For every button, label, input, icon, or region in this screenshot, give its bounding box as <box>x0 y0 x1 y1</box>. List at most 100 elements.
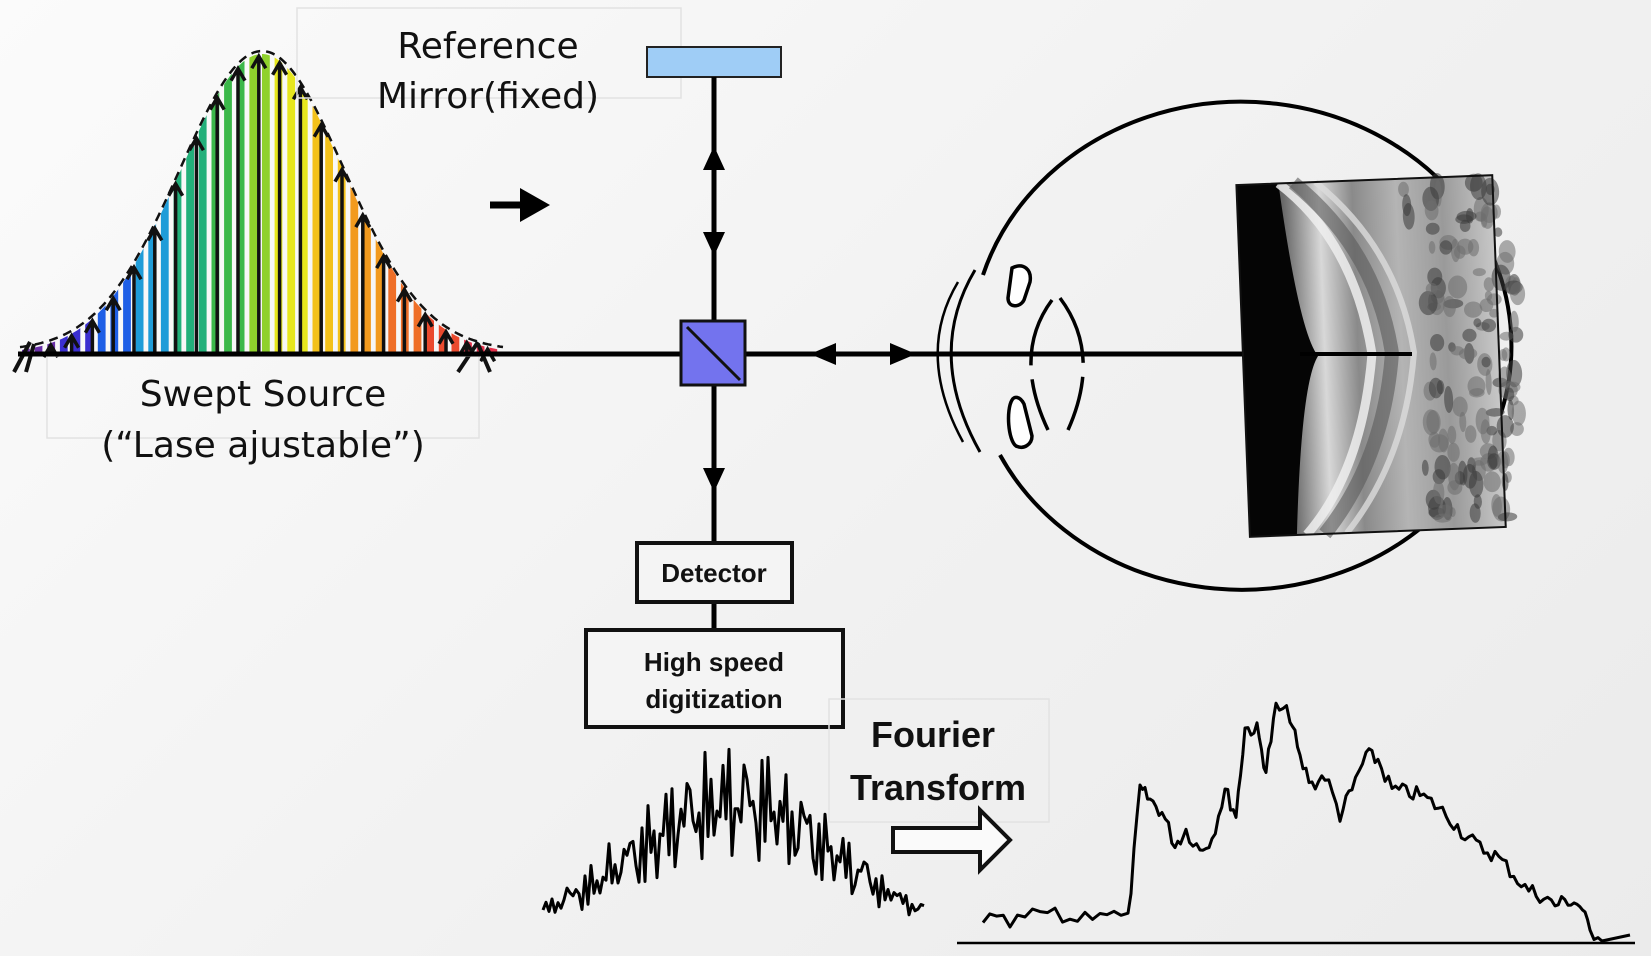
digitization-line1: High speed <box>644 647 784 677</box>
spectrum-arrow <box>187 134 205 354</box>
scan-texture-speck <box>1439 240 1453 255</box>
spectrum-band <box>299 54 308 354</box>
spectrum-edge-mark <box>456 340 492 374</box>
spectrum-arrow <box>167 180 185 354</box>
scan-texture-speck <box>1447 275 1468 299</box>
scan-texture-speck <box>1467 376 1486 397</box>
spectrum-band <box>325 54 333 354</box>
spectrum-arrow <box>416 311 434 354</box>
scan-texture-speck <box>1443 295 1456 318</box>
oct-retina-scan <box>1235 172 1526 539</box>
scan-texture-speck <box>1511 400 1526 426</box>
scan-texture-speck <box>1428 240 1436 254</box>
detector-box: Detector <box>635 541 794 604</box>
scan-texture-speck <box>1426 410 1441 434</box>
scan-texture-speck <box>1467 238 1480 257</box>
spectrum-arrow <box>395 286 413 354</box>
spectrum-band <box>236 54 245 354</box>
spectrum-arrow <box>375 252 393 354</box>
spectrum-band <box>262 54 270 354</box>
right-arrow-icon <box>490 188 550 222</box>
scan-texture-speck <box>1459 411 1467 433</box>
scan-texture-speck <box>1473 318 1482 328</box>
scan-texture-speck <box>1421 459 1429 476</box>
scan-texture-speck <box>1474 211 1486 222</box>
scan-texture-speck <box>1452 396 1468 417</box>
scan-texture-speck <box>1485 369 1492 395</box>
reference-subtitle: Mirror(fixed) <box>377 76 599 117</box>
scan-texture-speck <box>1481 356 1491 368</box>
spectrum-band <box>249 54 258 354</box>
scan-texture-speck <box>1427 267 1443 286</box>
reference-mirror <box>646 46 782 78</box>
spectrum-band <box>135 54 144 354</box>
scan-texture-speck <box>1458 460 1468 486</box>
scan-texture-speck <box>1481 318 1497 333</box>
spectrum-arrow <box>208 94 226 354</box>
scan-texture-speck <box>1463 301 1483 318</box>
spectrum-arrow <box>125 263 143 354</box>
spectrum-band <box>72 54 81 354</box>
scan-texture-speck <box>1473 494 1482 509</box>
spectrum-band <box>312 54 321 354</box>
reference-mirror-label: Reference Mirror(fixed) <box>296 7 682 117</box>
depth-profile-signal <box>981 701 1631 943</box>
scan-texture-speck <box>1434 513 1452 523</box>
reference-title: Reference <box>397 26 578 67</box>
scan-texture-speck <box>1447 425 1457 444</box>
digitization-box: High speed digitization <box>584 628 845 729</box>
spectrum-band <box>22 54 30 354</box>
path-arrows <box>703 146 916 492</box>
spectrum-arrow <box>333 166 351 354</box>
spectrum-arrow <box>437 328 455 354</box>
spectrum-arrow <box>104 294 122 354</box>
hollow-right-arrow-icon <box>891 805 1013 875</box>
scan-texture-speck <box>1418 290 1438 316</box>
scan-texture-speck <box>1465 425 1477 443</box>
scan-texture-speck <box>1508 326 1524 343</box>
spectrum-band <box>59 54 68 354</box>
fourier-line2: Transform <box>850 767 1026 808</box>
spectrum-band <box>34 54 43 354</box>
scan-texture-speck <box>1448 462 1461 491</box>
scan-texture-speck <box>1425 282 1438 295</box>
scan-texture-speck <box>1447 442 1460 462</box>
scan-texture-speck <box>1485 408 1505 417</box>
scan-texture-speck <box>1472 268 1486 277</box>
spectrum-arrow <box>83 317 101 354</box>
scan-texture-speck <box>1483 277 1495 292</box>
spectrum-arrow <box>312 121 330 354</box>
spectrum-edge-mark <box>12 341 36 373</box>
scan-texture-speck <box>1444 385 1454 413</box>
spectrum-arrow <box>291 83 309 354</box>
scan-texture-speck <box>1493 227 1503 237</box>
swept-source-subtitle: (“Lase ajustable”) <box>101 425 425 466</box>
spectrum-arrow <box>354 211 372 354</box>
scan-texture-speck <box>1489 308 1499 318</box>
scan-texture-speck <box>1430 334 1445 352</box>
scan-texture-speck <box>1424 200 1439 221</box>
spectrum-band <box>173 54 182 354</box>
interferogram-signal <box>541 747 925 917</box>
spectrum-band <box>211 54 220 354</box>
scan-texture-speck <box>1398 181 1409 197</box>
spectrum-band <box>123 54 131 354</box>
fourier-transform-label: Fourier Transform <box>828 698 1050 823</box>
detector-label: Detector <box>661 558 766 588</box>
scan-texture-speck <box>1462 328 1477 342</box>
scan-texture-speck <box>1504 387 1515 402</box>
scan-texture-speck <box>1498 366 1512 388</box>
fourier-line1: Fourier <box>871 714 995 755</box>
scan-texture-speck <box>1480 419 1491 445</box>
scan-texture-speck <box>1498 240 1516 263</box>
scan-texture-speck <box>1509 310 1519 332</box>
spectrum-arrow <box>250 52 268 354</box>
spectrum-arrow <box>63 332 81 354</box>
spectrum-band <box>186 54 194 354</box>
scan-texture-speck <box>1429 352 1437 371</box>
spectrum-band <box>47 54 56 354</box>
scan-texture-speck <box>1483 471 1501 493</box>
spectrum-arrow <box>146 224 164 354</box>
spectrum-band <box>287 54 296 354</box>
